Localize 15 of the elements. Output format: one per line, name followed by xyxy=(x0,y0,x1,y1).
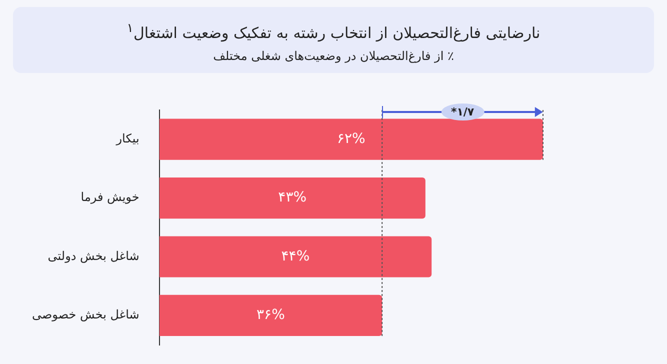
y-tick-label: بیکار xyxy=(115,131,140,146)
chart-title: نارضایتی فارغ‌التحصیلان از انتخاب رشته به تفکیک وضعیت اشتغال$^{۱}$ xyxy=(126,20,542,42)
y-tick-label: شاغل بخش خصوصی xyxy=(32,308,140,322)
data-label: ۳۶% xyxy=(256,307,285,324)
bar xyxy=(159,118,543,160)
data-label: ۴۳% xyxy=(278,190,307,206)
annotation: *۱/۷ xyxy=(440,104,484,120)
bar xyxy=(159,294,382,336)
data-label: ۶۲% xyxy=(336,130,366,147)
data-label: ۴۴% xyxy=(281,248,310,264)
y-tick-label: خویش فرما xyxy=(80,190,140,204)
chart-subtitle: ٪ از فارغ‌التحصیلان در وضعیت‌های شغلی مختلف xyxy=(212,49,455,63)
bar xyxy=(159,178,426,219)
bar xyxy=(159,236,432,278)
y-tick-label: شاغل بخش دولتی xyxy=(48,248,140,263)
